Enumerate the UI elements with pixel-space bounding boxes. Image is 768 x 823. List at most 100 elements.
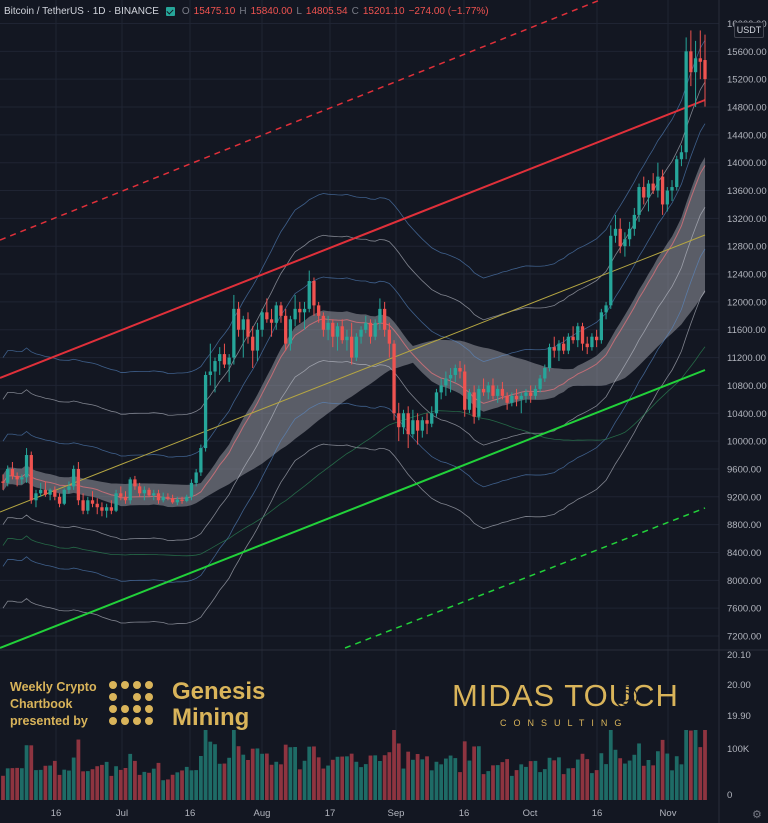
candle: [86, 496, 90, 515]
candle-body: [604, 305, 608, 313]
candle-body: [53, 489, 57, 497]
volume-bar: [637, 743, 641, 800]
volume-bar: [538, 772, 542, 800]
volume-bar: [415, 754, 420, 800]
candle: [20, 474, 24, 485]
candle: [203, 371, 208, 452]
volume-bar: [703, 730, 707, 800]
candle: [401, 409, 406, 435]
volume-bar: [198, 756, 203, 800]
price-tick-label: 14000.00: [727, 158, 767, 169]
candle-body: [510, 395, 514, 403]
midas-touch-subtitle: CONSULTING: [500, 718, 629, 728]
candle-body: [15, 475, 19, 480]
symbol-title[interactable]: Bitcoin / TetherUS · 1D · BINANCE: [4, 5, 159, 17]
candle: [594, 329, 599, 348]
candle: [222, 343, 227, 369]
candle-body: [185, 496, 189, 501]
candle: [632, 207, 636, 236]
price-tick-label: 8400.00: [727, 548, 761, 559]
candle-body: [48, 489, 52, 495]
price-tick-label: 13200.00: [727, 214, 767, 225]
volume-bar: [401, 768, 406, 800]
volume-bar: [472, 746, 477, 800]
price-tick-label: 9200.00: [727, 492, 761, 503]
candle: [293, 294, 297, 327]
candle: [302, 301, 307, 330]
volume-bar: [15, 767, 20, 800]
candle: [425, 413, 429, 435]
candle-body: [114, 493, 118, 511]
candle-body: [331, 322, 335, 337]
candle: [524, 388, 528, 403]
candle-body: [519, 395, 523, 400]
candle-body: [547, 347, 552, 369]
candle: [646, 180, 651, 212]
volume-bar: [604, 764, 608, 800]
envelope-line: [2, 346, 706, 557]
volume-bar: [542, 769, 547, 800]
candle: [467, 388, 472, 414]
volume-bar: [524, 766, 528, 800]
candle: [166, 493, 170, 501]
volume-bar: [118, 769, 123, 800]
candle-body: [29, 455, 33, 501]
volume-bar: [330, 759, 335, 800]
candle: [288, 315, 293, 351]
candle: [373, 319, 377, 341]
candle-body: [406, 413, 410, 435]
volume-bar: [580, 753, 585, 800]
candle: [430, 406, 434, 428]
volume-bar: [462, 741, 467, 800]
candle-body: [448, 374, 453, 379]
candle-body: [24, 455, 29, 478]
candle-body: [359, 329, 363, 337]
volume-bar: [679, 764, 684, 800]
candle-body: [142, 489, 146, 494]
volume-bar: [104, 761, 109, 800]
candle-body: [472, 392, 476, 417]
candle: [340, 319, 344, 344]
candle-body: [618, 228, 622, 247]
volume-bar: [38, 769, 43, 800]
volume-bar: [283, 744, 288, 800]
price-tick-label: 8800.00: [727, 520, 761, 531]
volume-bar: [387, 752, 392, 800]
volume-bar: [194, 770, 199, 800]
volume-bar: [378, 761, 382, 800]
candle: [566, 333, 571, 355]
genesis-line-1: Genesis: [172, 678, 266, 705]
candle: [444, 371, 448, 396]
candle-body: [147, 489, 151, 496]
volume-bar: [656, 751, 660, 800]
volume-bar: [458, 772, 462, 800]
candle-body: [326, 322, 330, 330]
envelope-line: [2, 290, 706, 625]
volume-bar: [613, 749, 618, 800]
candle-body: [684, 51, 688, 153]
volume-bar: [62, 769, 67, 800]
candle: [698, 30, 702, 80]
candle-body: [39, 489, 43, 494]
volume-bar: [151, 768, 156, 800]
volume-bar: [495, 765, 500, 800]
settings-gear-icon[interactable]: ⚙: [752, 809, 762, 821]
candle-body: [434, 392, 439, 414]
candle-body: [284, 315, 288, 344]
time-tick-label: 16: [51, 808, 62, 819]
candle: [260, 308, 264, 337]
currency-button[interactable]: USDT: [734, 22, 764, 38]
candle-body: [152, 493, 156, 496]
candle: [105, 503, 109, 518]
candle-body: [222, 354, 227, 365]
volume-bar: [561, 774, 566, 800]
volume-bar: [189, 770, 194, 800]
candle-body: [246, 319, 250, 337]
candle: [627, 221, 632, 247]
candle: [265, 298, 269, 323]
candle-body: [382, 308, 387, 330]
volume-bar: [180, 770, 184, 800]
candle: [1, 474, 5, 490]
candle-body: [62, 489, 66, 504]
